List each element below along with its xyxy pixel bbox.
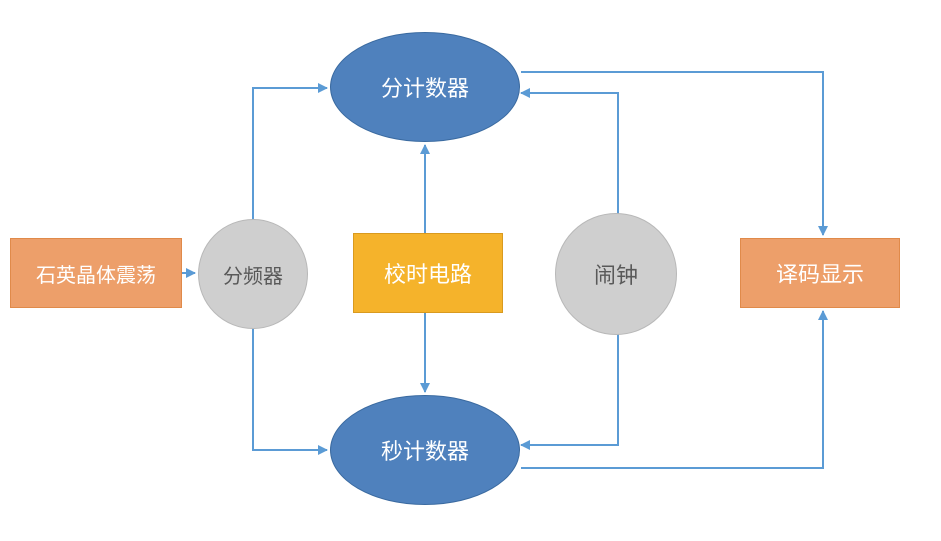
node-time-adjust-circuit: 校时电路 [353, 233, 503, 313]
node-label: 分频器 [223, 260, 283, 289]
node-label: 闹钟 [594, 258, 638, 290]
node-second-counter: 秒计数器 [330, 395, 520, 505]
node-label: 分计数器 [381, 71, 469, 103]
edge-divider-to-min [253, 88, 327, 222]
node-crystal-oscillator: 石英晶体震荡 [10, 238, 182, 308]
node-label: 校时电路 [384, 257, 472, 289]
node-label: 石英晶体震荡 [36, 259, 156, 288]
edge-alarm-min [521, 93, 618, 216]
node-minute-counter: 分计数器 [330, 32, 520, 142]
edge-divider-to-sec [253, 326, 327, 450]
edge-sec-to-decoder [521, 311, 823, 468]
node-decoder-display: 译码显示 [740, 238, 900, 308]
node-label: 秒计数器 [381, 434, 469, 466]
node-frequency-divider: 分频器 [198, 219, 308, 329]
edge-min-to-decoder [521, 72, 823, 235]
edge-alarm-sec [521, 332, 618, 445]
node-label: 译码显示 [776, 257, 864, 289]
node-alarm: 闹钟 [555, 213, 677, 335]
